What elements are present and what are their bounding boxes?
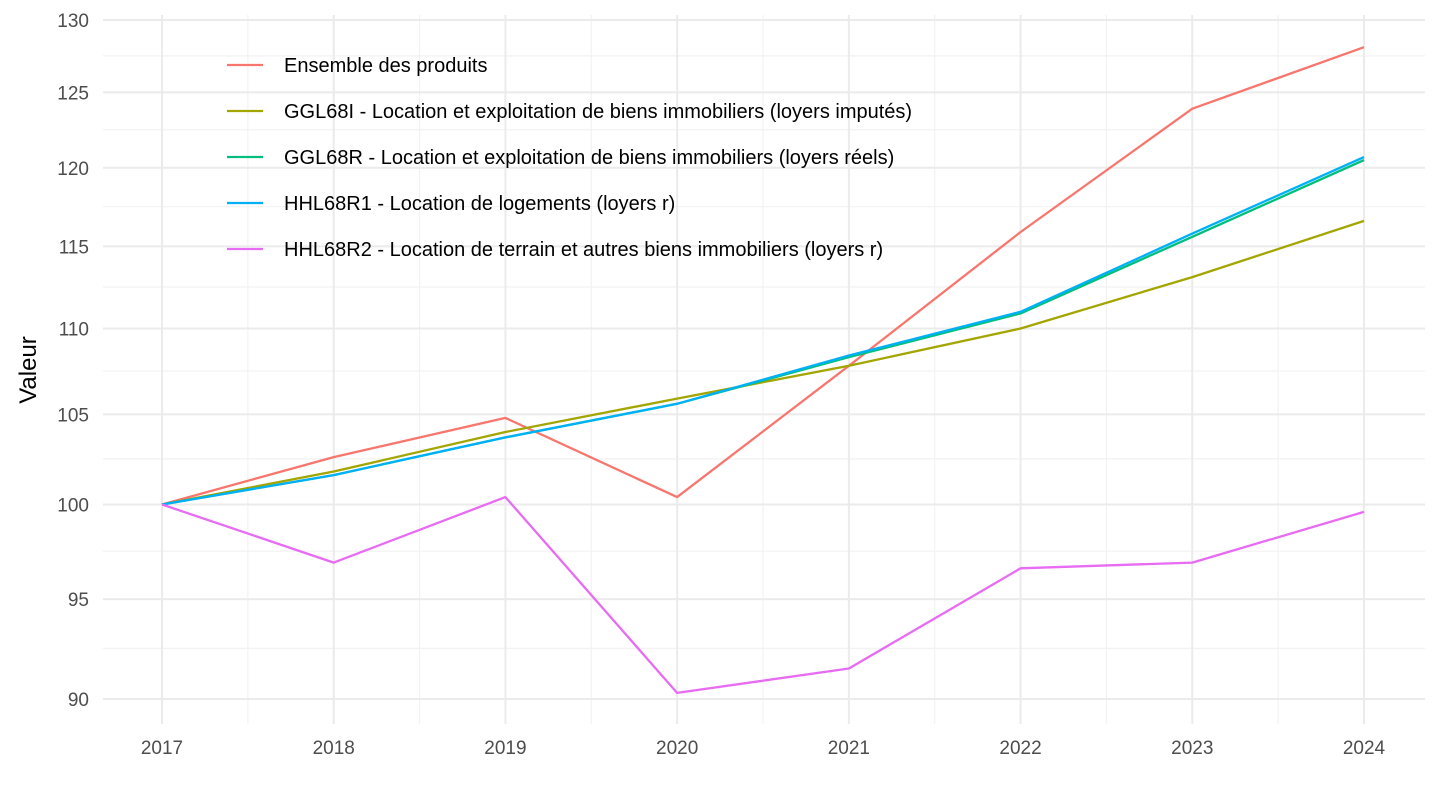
minor-gridlines-x [247, 15, 1279, 724]
legend-item: HHL68R2 - Location de terrain et autres … [227, 239, 883, 261]
series-line-4 [161, 156, 1365, 506]
y-tick-label: 125 [57, 83, 89, 104]
legend-item: Ensemble des produits [227, 55, 487, 77]
minor-gridlines-y [103, 55, 1425, 650]
x-axis-tick-labels: 2017 2018 2019 2020 2021 2022 2023 2024 [141, 738, 1386, 759]
y-tick-label: 130 [57, 11, 89, 32]
series-line-5 [161, 495, 1365, 695]
y-tick-label: 105 [57, 405, 89, 426]
legend-label: Ensemble des produits [284, 55, 487, 77]
x-tick-label: 2024 [1343, 738, 1386, 759]
x-tick-label: 2019 [484, 738, 526, 759]
major-gridlines-y [103, 19, 1425, 700]
x-tick-label: 2020 [656, 738, 698, 759]
y-tick-label: 110 [59, 319, 89, 340]
legend-label: GGL68I - Location et exploitation de bie… [284, 101, 912, 123]
legend-item: GGL68R - Location et exploitation de bie… [227, 147, 894, 169]
y-tick-label: 95 [68, 590, 89, 611]
y-axis-tick-labels: 90 95 100 105 110 115 120 125 130 [57, 11, 89, 711]
legend-item: GGL68I - Location et exploitation de bie… [227, 101, 912, 123]
series-line-2 [161, 219, 1365, 506]
major-gridlines-x [161, 15, 1365, 724]
x-tick-label: 2017 [141, 738, 183, 759]
legend-item: HHL68R1 - Location de logements (loyers … [227, 193, 675, 215]
y-tick-label: 100 [57, 495, 89, 516]
x-tick-label: 2023 [1171, 738, 1213, 759]
y-tick-label: 115 [59, 237, 89, 258]
x-tick-label: 2021 [828, 738, 870, 759]
x-tick-label: 2018 [313, 738, 355, 759]
legend-label: HHL68R2 - Location de terrain et autres … [284, 239, 883, 261]
legend-label: GGL68R - Location et exploitation de bie… [284, 147, 894, 169]
legend-label: HHL68R1 - Location de logements (loyers … [284, 193, 675, 215]
series-line-1 [161, 46, 1365, 506]
legend: Ensemble des produits GGL68I - Location e… [227, 55, 912, 261]
y-axis-title: Valeur [15, 336, 42, 404]
x-tick-label: 2022 [999, 738, 1041, 759]
series-lines [161, 46, 1365, 695]
y-tick-label: 90 [68, 690, 89, 711]
y-tick-label: 120 [57, 159, 89, 180]
